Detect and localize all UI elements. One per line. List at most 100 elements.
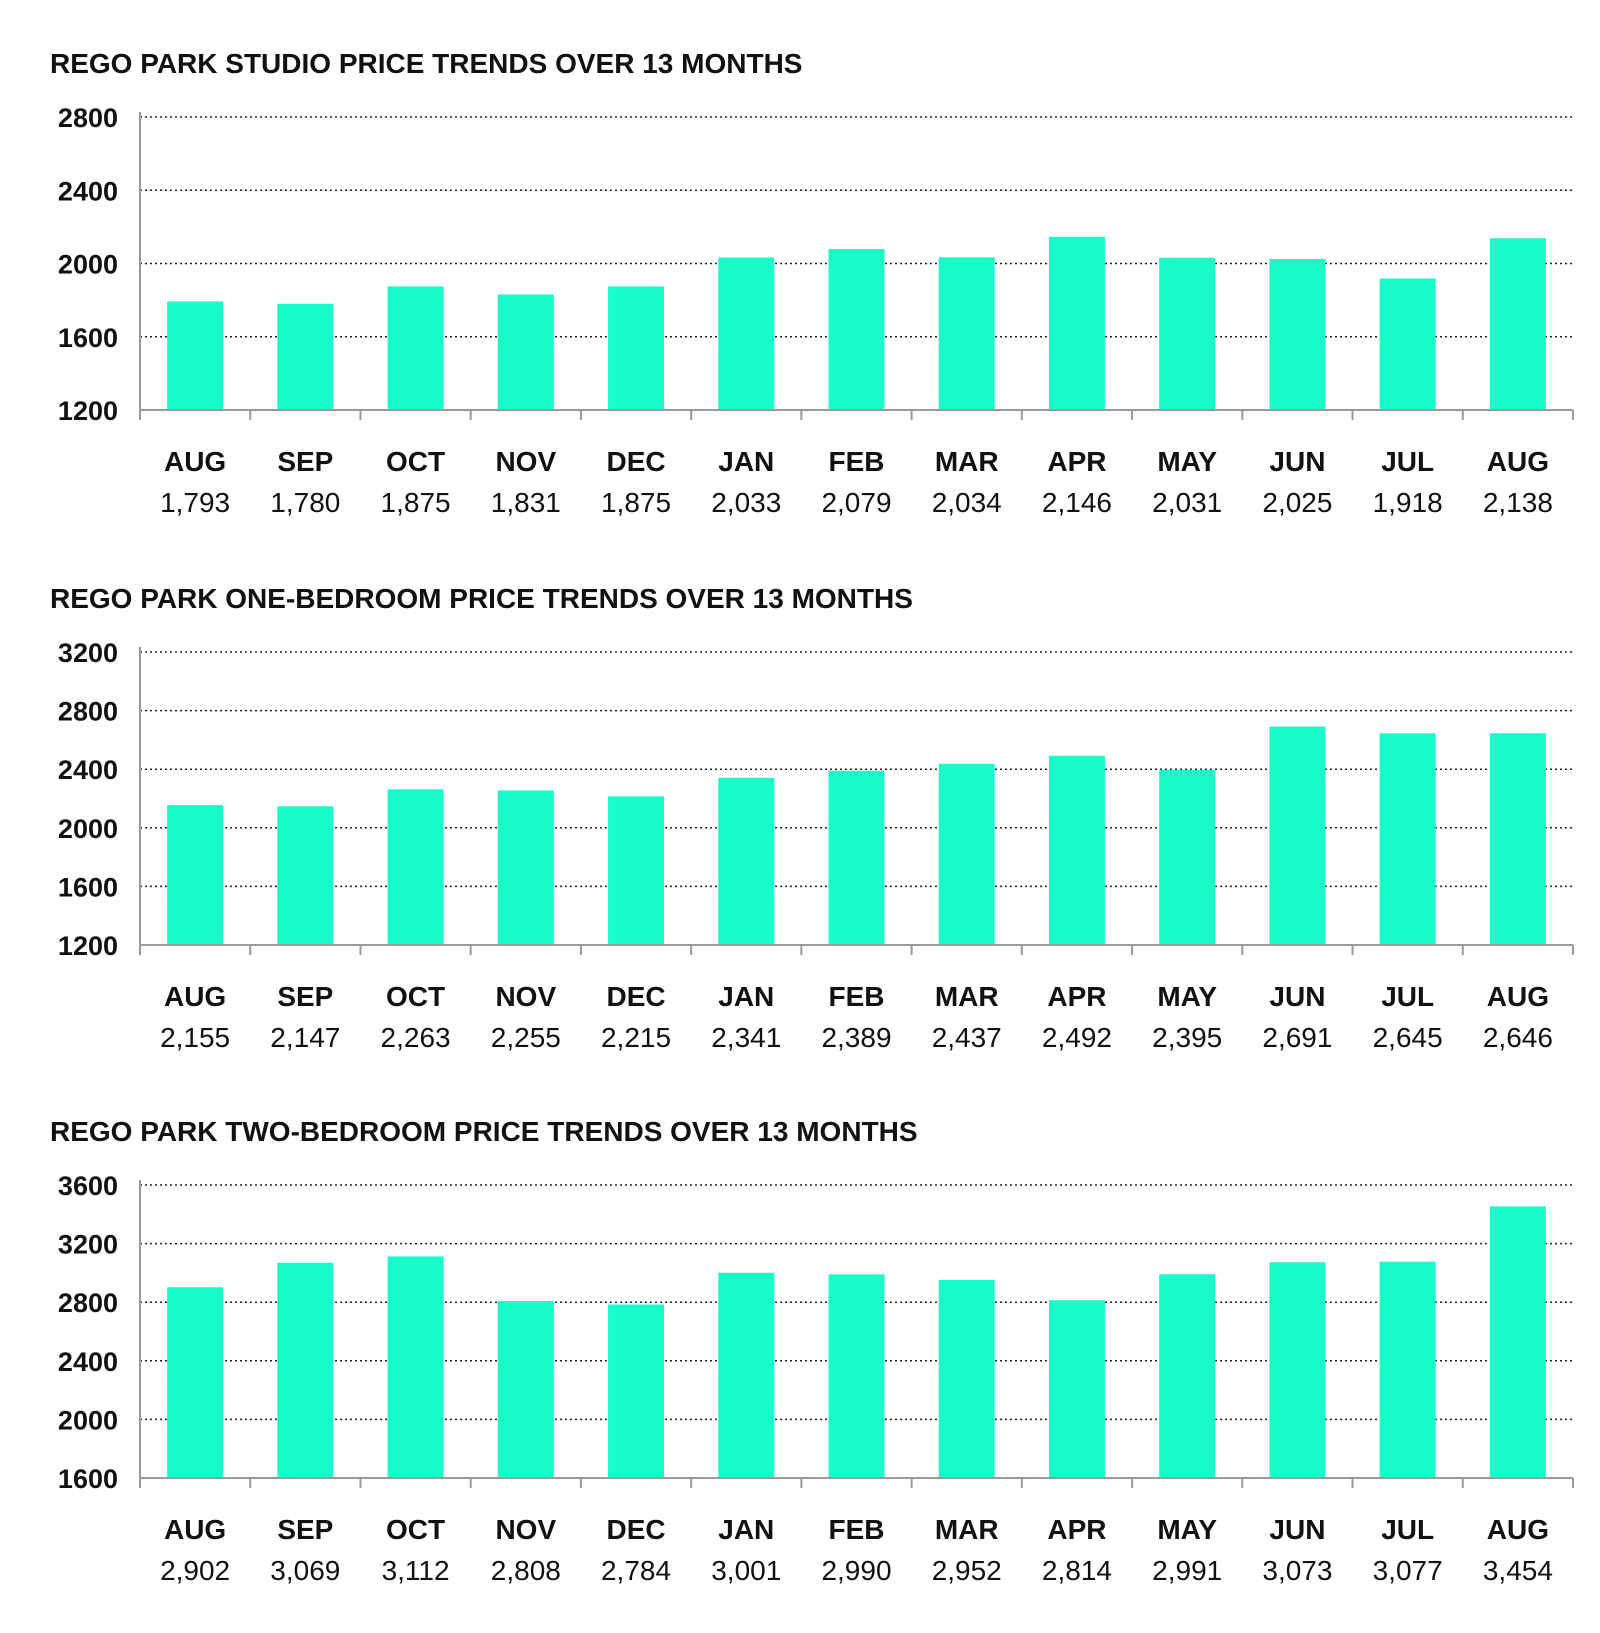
x-tick-label: AUG [164,1514,226,1545]
x-tick-label: JAN [718,981,774,1012]
data-label: 2,646 [1483,1022,1553,1053]
bar [718,257,775,410]
bar [1269,726,1326,945]
y-tick-label: 3600 [58,1171,118,1201]
x-tick-label: NOV [495,1514,556,1545]
data-label: 2,691 [1262,1022,1332,1053]
y-tick-label: 1600 [58,1464,118,1494]
y-tick-label: 2400 [58,176,118,206]
bar [277,1262,334,1478]
data-label: 3,112 [382,1555,450,1586]
x-tick-label: JUN [1269,446,1325,477]
bar [497,790,554,945]
y-tick-label: 2800 [58,697,118,727]
x-tick-label: AUG [164,446,226,477]
bar [938,257,995,410]
y-tick-label: 2800 [58,1288,118,1318]
data-label: 1,918 [1373,487,1443,518]
x-tick-label: DEC [606,446,665,477]
chart-title: REGO PARK ONE-BEDROOM PRICE TRENDS OVER … [50,583,913,614]
chart-title: REGO PARK TWO-BEDROOM PRICE TRENDS OVER … [50,1116,918,1147]
bar [1048,1300,1105,1478]
x-tick-label: NOV [495,981,556,1012]
data-label: 2,155 [160,1022,230,1053]
data-label: 2,437 [932,1022,1002,1053]
bar [497,1301,554,1478]
x-tick-label: JUL [1381,1514,1434,1545]
x-tick-label: APR [1047,446,1106,477]
bar [1048,236,1105,410]
x-tick-label: AUG [164,981,226,1012]
x-tick-label: MAY [1157,1514,1217,1545]
x-tick-label: AUG [1487,1514,1549,1545]
x-tick-label: JUN [1269,1514,1325,1545]
data-label: 2,034 [932,487,1002,518]
y-tick-label: 1600 [58,323,118,353]
data-label: 2,146 [1042,487,1112,518]
bar [387,286,444,410]
bar [167,805,224,945]
bar [938,763,995,945]
bar [1159,257,1216,410]
data-label: 3,454 [1483,1555,1553,1586]
bar [387,789,444,945]
data-label: 2,033 [711,487,781,518]
y-tick-label: 3200 [58,1230,118,1260]
data-label: 2,492 [1042,1022,1112,1053]
data-label: 3,001 [711,1555,781,1586]
x-tick-label: JUN [1269,981,1325,1012]
bar [1269,1262,1326,1478]
x-tick-label: SEP [277,981,333,1012]
bar [1159,769,1216,945]
data-label: 1,780 [270,487,340,518]
bar [1379,278,1436,410]
bar [828,1274,885,1478]
data-label: 2,147 [270,1022,340,1053]
bar [718,777,775,945]
y-tick-label: 1200 [58,931,118,961]
bar [718,1272,775,1478]
x-tick-label: FEB [829,446,885,477]
bar [387,1256,444,1478]
bar [828,249,885,410]
bar [608,286,665,410]
x-tick-label: JAN [718,1514,774,1545]
data-label: 2,952 [932,1555,1002,1586]
data-label: 2,395 [1152,1022,1222,1053]
bar [1489,238,1546,410]
x-tick-label: APR [1047,1514,1106,1545]
bar [1379,1261,1436,1478]
y-tick-label: 2000 [58,814,118,844]
x-tick-label: FEB [829,1514,885,1545]
x-tick-label: MAY [1157,981,1217,1012]
data-label: 2,079 [821,487,891,518]
data-label: 2,645 [1373,1022,1443,1053]
y-tick-label: 2400 [58,755,118,785]
bar [1489,1206,1546,1478]
data-label: 2,814 [1042,1555,1112,1586]
x-tick-label: DEC [606,1514,665,1545]
one-bedroom-price-chart: REGO PARK ONE-BEDROOM PRICE TRENDS OVER … [50,583,1574,1053]
bar [277,806,334,945]
x-tick-label: DEC [606,981,665,1012]
y-tick-label: 2400 [58,1347,118,1377]
bar [277,303,334,410]
bar [938,1279,995,1478]
bar [1269,258,1326,410]
data-label: 1,831 [491,487,561,518]
data-label: 2,255 [491,1022,561,1053]
data-label: 3,069 [270,1555,340,1586]
data-label: 2,031 [1152,487,1222,518]
bar [167,301,224,410]
x-tick-label: NOV [495,446,556,477]
x-tick-label: MAR [935,1514,999,1545]
x-tick-label: OCT [386,981,445,1012]
data-label: 3,073 [1262,1555,1332,1586]
x-tick-label: FEB [829,981,885,1012]
data-label: 1,875 [601,487,671,518]
bar [1159,1274,1216,1478]
bar [497,294,554,410]
bar [608,1304,665,1478]
bar [828,770,885,945]
